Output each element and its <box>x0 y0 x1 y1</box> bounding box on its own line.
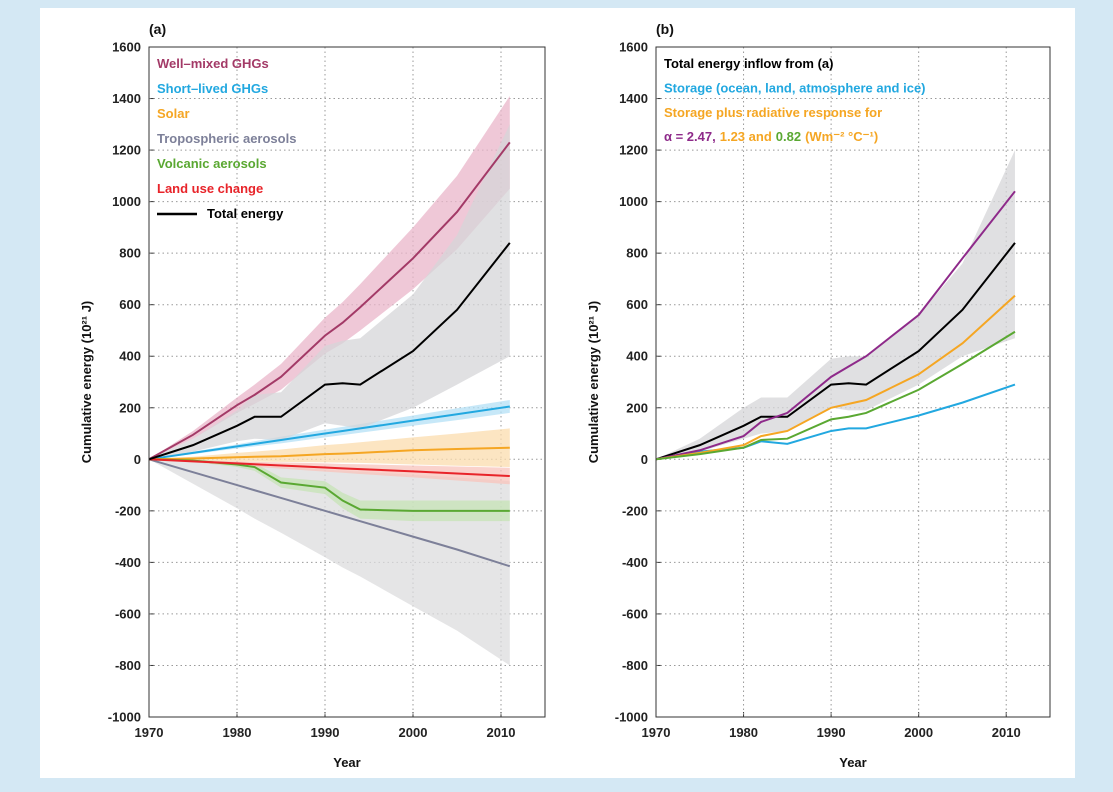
legend-entry: Short–lived GHGs <box>157 81 268 96</box>
plot-frame <box>148 46 546 718</box>
legend-entry: Storage (ocean, land, atmosphere and ice… <box>664 81 926 96</box>
legend-entry: 1.23 and <box>720 129 772 144</box>
y-tick-label: 1200 <box>619 143 648 158</box>
legend-entry: Well–mixed GHGs <box>157 56 269 71</box>
y-tick-label: 1200 <box>112 143 141 158</box>
y-tick-label: 1600 <box>112 40 141 55</box>
y-tick-label: 800 <box>626 246 648 261</box>
series-line <box>148 458 510 478</box>
y-tick-label: -200 <box>115 503 141 518</box>
y-tick-label: 600 <box>119 297 141 312</box>
panel-title: (b) <box>656 21 674 37</box>
y-tick-label: 0 <box>134 452 141 467</box>
series-line <box>655 190 1016 461</box>
legend-entry: 0.82 <box>776 129 801 144</box>
y-tick-label: -1000 <box>108 710 141 725</box>
series-line <box>148 458 511 568</box>
legend-note: Storage plus radiative response for <box>664 105 882 120</box>
y-tick-label: -800 <box>622 658 648 673</box>
legend-entry: Volcanic aerosols <box>157 156 267 171</box>
series-line <box>148 242 511 461</box>
y-tick-label: -800 <box>115 658 141 673</box>
y-tick-label: 400 <box>626 349 648 364</box>
y-tick-label: 1000 <box>619 194 648 209</box>
panel-title: (a) <box>149 21 166 37</box>
y-tick-label: 200 <box>119 400 141 415</box>
legend-units: (Wm⁻² °C⁻¹) <box>805 129 878 144</box>
y-tick-label: 600 <box>626 297 648 312</box>
legend-line: α = 2.47, 1.23 and 0.82 (Wm⁻² °C⁻¹) <box>664 129 878 144</box>
series-line <box>148 446 510 461</box>
y-tick-label: 0 <box>641 452 648 467</box>
x-axis-label: Year <box>333 755 360 770</box>
y-tick-label: 1600 <box>619 40 648 55</box>
x-tick-label: 2010 <box>487 725 516 740</box>
y-tick-label: 1400 <box>619 91 648 106</box>
y-tick-label: 1000 <box>112 194 141 209</box>
uncertainty-band <box>149 400 510 460</box>
y-tick-label: -200 <box>622 503 648 518</box>
x-tick-label: 1970 <box>135 725 164 740</box>
x-tick-label: 1970 <box>642 725 671 740</box>
legend-entry: Solar <box>157 106 190 121</box>
plot-frame <box>655 46 1051 718</box>
x-tick-label: 1980 <box>223 725 252 740</box>
series-line <box>655 294 1016 461</box>
y-tick-label: -1000 <box>615 710 648 725</box>
x-tick-label: 2000 <box>399 725 428 740</box>
x-tick-label: 2000 <box>904 725 933 740</box>
y-tick-label: -400 <box>115 555 141 570</box>
x-tick-label: 1990 <box>311 725 340 740</box>
legend-entry: α = 2.47, <box>664 129 716 144</box>
x-tick-label: 1980 <box>729 725 758 740</box>
y-tick-label: 400 <box>119 349 141 364</box>
uncertainty-band <box>149 124 510 460</box>
series-line <box>148 405 510 461</box>
y-tick-label: -600 <box>115 606 141 621</box>
x-tick-label: 2010 <box>992 725 1021 740</box>
series-line <box>655 330 1016 461</box>
x-axis-label: Year <box>839 755 866 770</box>
legend-entry: Tropospheric aerosols <box>157 131 296 146</box>
uncertainty-band <box>656 150 1015 460</box>
x-tick-label: 1990 <box>817 725 846 740</box>
series-line <box>655 242 1016 461</box>
y-axis-label: Cumulative energy (10²¹ J) <box>586 301 601 464</box>
y-tick-label: -600 <box>622 606 648 621</box>
y-axis-label: Cumulative energy (10²¹ J) <box>79 301 94 464</box>
y-tick-label: 800 <box>119 246 141 261</box>
legend-entry: Total energy <box>207 206 284 221</box>
y-tick-label: -400 <box>622 555 648 570</box>
series-line <box>148 141 511 461</box>
legend-entry: Total energy inflow from (a) <box>664 56 834 71</box>
y-tick-label: 1400 <box>112 91 141 106</box>
y-tick-label: 200 <box>626 400 648 415</box>
legend-entry: Land use change <box>157 181 263 196</box>
panel-background <box>40 8 1075 778</box>
